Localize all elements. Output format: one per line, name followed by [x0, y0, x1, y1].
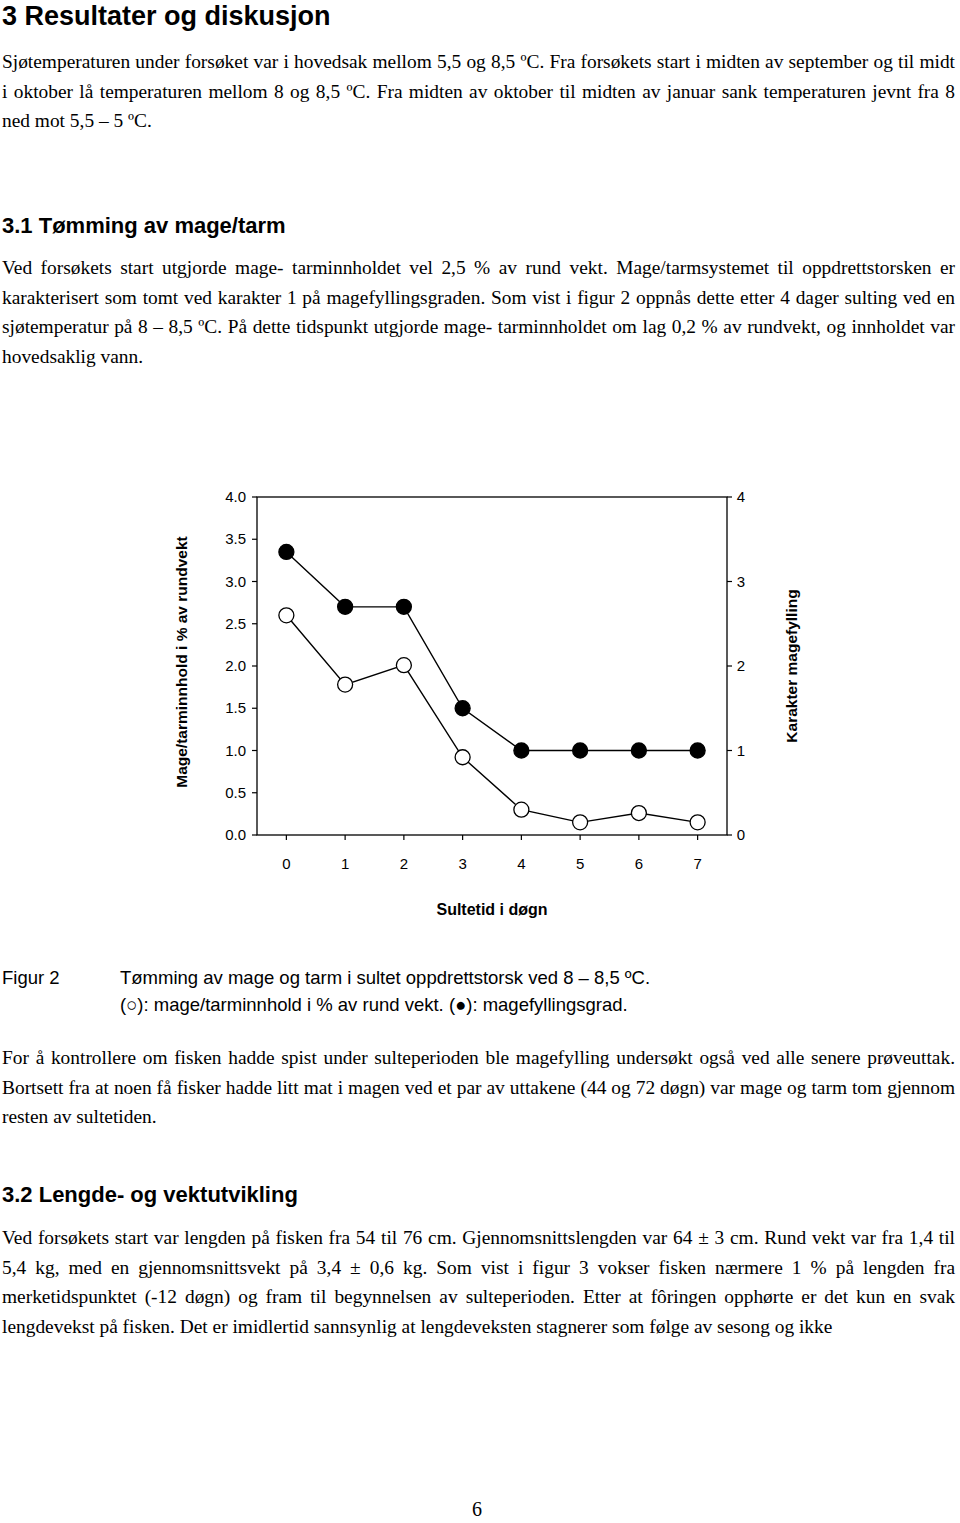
y-tick — [252, 623, 257, 624]
subsection-heading: 3.2 Lengde- og vektutvikling — [2, 1181, 955, 1209]
y-tick — [252, 581, 257, 582]
y2-tick — [727, 750, 732, 751]
y2-tick-label: 2 — [737, 657, 745, 674]
y-tick — [252, 792, 257, 793]
data-point — [690, 815, 705, 830]
y-tick-label: 1.0 — [225, 742, 246, 759]
figure-caption: (○): mage/tarminnhold i % av rund vekt. … — [120, 991, 628, 1018]
data-point — [396, 599, 411, 614]
paragraph: Ved forsøkets start utgjorde mage- tarmi… — [2, 253, 955, 371]
y-tick-label: 0.0 — [225, 826, 246, 843]
y2-tick-label: 0 — [737, 826, 745, 843]
y2-tick — [727, 496, 732, 497]
data-point — [338, 599, 353, 614]
y-tick — [252, 539, 257, 540]
data-point — [631, 743, 646, 758]
y-tick — [252, 834, 257, 835]
figure-caption: Tømming av mage og tarm i sultet oppdret… — [120, 964, 650, 991]
y2-tick-label: 3 — [737, 573, 745, 590]
data-point — [573, 743, 588, 758]
data-point — [631, 806, 646, 821]
paragraph: Ved forsøkets start var lengden på fiske… — [2, 1223, 955, 1341]
x-tick-label: 5 — [576, 855, 584, 872]
data-point — [279, 608, 294, 623]
x-tick — [286, 835, 287, 840]
chart: 0.0 0.5 1.0 1.5 2.0 2.5 3.0 3.5 4.0 0 1 2 3 4 0 1 2 3 4 5 6 7… — [0, 0, 960, 1523]
data-point — [573, 815, 588, 830]
x-tick-label: 2 — [400, 855, 408, 872]
data-point — [514, 802, 529, 817]
y2-tick — [727, 581, 732, 582]
y-tick-label: 0.5 — [225, 784, 246, 801]
x-tick — [345, 835, 346, 840]
page-number: 6 — [472, 1498, 482, 1521]
subsection-heading: 3.1 Tømming av mage/tarm — [2, 212, 955, 240]
y-tick-label: 2.0 — [225, 657, 246, 674]
y2-tick — [727, 834, 732, 835]
x-tick-label: 6 — [635, 855, 643, 872]
x-tick-label: 3 — [458, 855, 466, 872]
y-tick-label: 3.0 — [225, 573, 246, 590]
x-tick — [638, 835, 639, 840]
y-tick — [252, 496, 257, 497]
x-tick — [580, 835, 581, 840]
data-point — [396, 658, 411, 673]
x-tick-label: 4 — [517, 855, 525, 872]
data-point — [690, 743, 705, 758]
data-point — [455, 701, 470, 716]
y-tick — [252, 665, 257, 666]
y-tick — [252, 750, 257, 751]
series-line — [286, 615, 697, 822]
x-tick-label: 7 — [693, 855, 701, 872]
x-tick-label: 1 — [341, 855, 349, 872]
y-tick-label: 1.5 — [225, 699, 246, 716]
y2-tick-label: 1 — [737, 742, 745, 759]
plot-area — [279, 544, 705, 829]
data-point — [279, 544, 294, 559]
y2-tick — [727, 665, 732, 666]
figure-label: Figur 2 — [2, 964, 60, 991]
x-tick-label: 0 — [282, 855, 290, 872]
y-tick-label: 3.5 — [225, 530, 246, 547]
section-heading: 3 Resultater og diskusjon — [2, 0, 955, 32]
paragraph: For å kontrollere om fisken hadde spist … — [2, 1043, 955, 1132]
series-line — [286, 552, 697, 751]
data-point — [514, 743, 529, 758]
data-point — [338, 677, 353, 692]
paragraph: Sjøtemperaturen under forsøket var i hov… — [2, 47, 955, 136]
y2-axis-label: Karakter magefylling — [783, 589, 800, 742]
plot-frame — [257, 497, 727, 835]
x-tick — [462, 835, 463, 840]
y2-tick-label: 4 — [737, 488, 745, 505]
y-axis-label: Mage/tarminnhold i % av rundvekt — [173, 536, 190, 788]
y-tick — [252, 708, 257, 709]
x-tick — [403, 835, 404, 840]
data-point — [455, 750, 470, 765]
y-tick-label: 2.5 — [225, 615, 246, 632]
x-axis-label: Sultetid i døgn — [436, 901, 547, 918]
x-tick — [521, 835, 522, 840]
y-tick-label: 4.0 — [225, 488, 246, 505]
x-tick — [697, 835, 698, 840]
